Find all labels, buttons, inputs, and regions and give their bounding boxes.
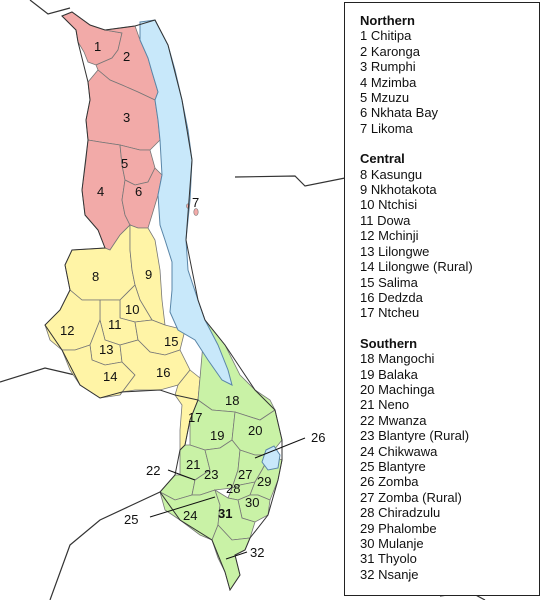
map-label-1: 1 [94,39,101,54]
legend-region-northern-list: 1 Chitipa 2 Karonga 3 Rumphi 4 Mzimba 5 … [360,28,539,136]
leader-lines [149,437,306,560]
map-label-32: 32 [250,545,264,560]
map-label-6: 6 [135,184,142,199]
map-label-27: 27 [238,467,252,482]
map-label-25: 25 [124,512,138,527]
legend-item: 4 Mzimba [360,74,417,90]
legend-item: 7 Likoma [360,120,413,136]
legend-item: 10 Ntchisi [360,197,418,213]
legend-item: 18 Mangochi [360,351,435,367]
region-northern [61,11,163,251]
map-label-23: 23 [204,467,218,482]
legend-item: 15 Salima [360,274,418,290]
map-label-24: 24 [183,508,197,523]
legend-item: 28 Chiradzulu [360,505,441,521]
legend-item: 14 Lilongwe (Rural) [360,259,473,275]
legend-item: 24 Chikwawa [360,443,438,459]
map-label-17: 17 [188,410,202,425]
legend-region-northern-title: Northern [360,13,415,28]
map-label-7: 7 [192,195,199,210]
legend-item: 19 Balaka [360,366,418,382]
legend-item: 16 Dedzda [360,289,423,305]
district-legend: Northern 1 Chitipa 2 Karonga 3 Rumphi 4 … [344,2,540,596]
legend-item: 9 Nkhotakota [360,182,437,198]
legend-item: 26 Zomba [360,474,419,490]
legend-region-southern-title: Southern [360,335,418,351]
map-label-21: 21 [186,457,200,472]
legend-item: 22 Mwanza [360,412,427,428]
legend-item: 30 Mulanje [360,536,424,551]
map-label-11: 11 [108,317,122,332]
legend-item: 31 Thyolo [360,551,417,567]
district-labels: 1 2 3 4 5 6 7 8 9 10 11 12 13 14 15 16 1… [60,39,325,560]
map-label-4: 4 [97,184,104,199]
legend-item: 8 Kasungu [360,166,423,182]
map-label-2: 2 [123,49,130,64]
legend-item: 3 Rumphi [360,59,416,75]
map-label-30: 30 [245,495,259,510]
legend-item: 13 Lilongwe [360,243,430,259]
map-label-12: 12 [60,323,74,338]
legend-region-southern-list: 18 Mangochi 19 Balaka 20 Machinga 21 Nen… [360,351,539,582]
map-label-3: 3 [123,110,130,125]
legend-item: 20 Machinga [360,381,435,397]
legend-item: 6 Nkhata Bay [360,105,439,121]
map-label-19: 19 [210,428,224,443]
map-label-28: 28 [226,481,240,496]
map-label-13: 13 [99,342,113,357]
legend-item: 25 Blantyre [360,458,426,474]
legend-item: 2 Karonga [360,43,420,59]
map-label-15: 15 [164,334,178,349]
map-label-22: 22 [146,463,160,478]
likoma-island [193,208,199,216]
legend-item: 1 Chitipa [360,28,412,44]
map-label-29: 29 [257,474,271,489]
district-thyolo [214,489,256,541]
legend-region-central-title: Central [360,151,405,167]
map-label-31: 31 [218,506,232,521]
legend-item: 32 Nsanje [360,566,419,582]
map-label-5: 5 [121,156,128,171]
legend-item: 29 Phalombe [360,520,437,536]
legend-item: 21 Neno [360,397,410,413]
legend-item: 5 Mzuzu [360,90,410,106]
legend-item: 27 Zomba (Rural) [360,489,462,505]
legend-item: 17 Ntcheu [360,305,420,321]
map-label-18: 18 [225,393,239,408]
map-label-16: 16 [156,365,170,380]
legend-item: 11 Dowa [360,212,411,228]
district-dedza [119,339,191,396]
district-nkhata-bay [121,167,163,229]
lake-chilwa [261,445,281,471]
map-label-10: 10 [125,302,139,317]
map-label-26: 26 [311,430,325,445]
legend-region-central-list: 8 Kasungu 9 Nkhotakota 10 Ntchisi 11 Dow… [360,167,539,321]
map-label-9: 9 [145,267,152,282]
legend-item: 23 Blantyre (Rural) [360,428,470,444]
legend-item: 12 Mchinji [360,228,419,244]
map-label-14: 14 [103,369,117,384]
map-label-8: 8 [92,269,99,284]
map-label-20: 20 [248,423,262,438]
malawi-outline [44,11,283,592]
